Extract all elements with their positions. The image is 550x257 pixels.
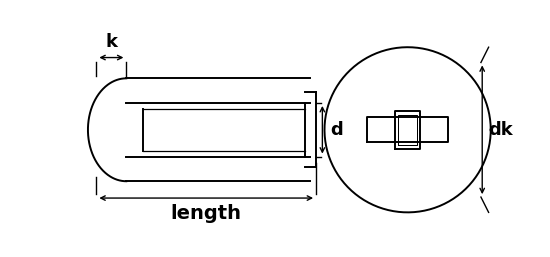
Text: d: d: [330, 121, 343, 139]
Text: k: k: [106, 33, 117, 51]
Text: length: length: [170, 204, 241, 223]
Text: dk: dk: [488, 121, 513, 139]
